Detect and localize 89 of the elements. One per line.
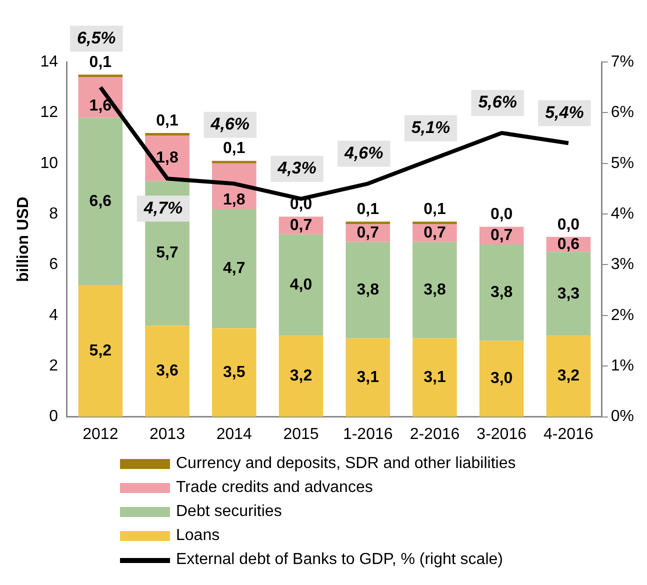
bar bbox=[479, 340, 524, 417]
data-label: 3,5 bbox=[223, 364, 246, 381]
y2-tick-label: 6% bbox=[610, 104, 634, 122]
bar bbox=[546, 252, 591, 336]
x-tick-label: 1-2016 bbox=[342, 426, 393, 443]
data-label: 1,8 bbox=[223, 191, 246, 208]
y-tick-label: 10 bbox=[40, 154, 58, 172]
x-tick-label: 2015 bbox=[283, 426, 319, 443]
bar bbox=[346, 338, 390, 417]
legend-label: Currency and deposits, SDR and other liabilities bbox=[176, 455, 516, 473]
x-tick-label: 2-2016 bbox=[410, 426, 460, 443]
data-label: 3,2 bbox=[557, 368, 580, 385]
data-label: 4,6% bbox=[210, 114, 250, 134]
y2-tick-label: 2% bbox=[610, 306, 634, 324]
data-label: 5,7 bbox=[156, 244, 179, 262]
bar bbox=[145, 132, 190, 136]
data-label: 3,1 bbox=[356, 368, 380, 386]
legend-label: External debt of Banks to GDP, % (right scale) bbox=[176, 551, 503, 569]
data-label: 0,7 bbox=[490, 227, 513, 244]
bar bbox=[346, 222, 390, 224]
data-label: 3,2 bbox=[290, 368, 312, 385]
legend-label: Loans bbox=[176, 527, 220, 545]
y2-tick-label: 4% bbox=[610, 205, 634, 222]
data-label: 5,1% bbox=[411, 118, 450, 137]
bar bbox=[412, 242, 457, 338]
bar bbox=[278, 336, 324, 417]
bar bbox=[278, 234, 324, 336]
data-label: 3,1 bbox=[424, 368, 446, 386]
data-label: 4,3% bbox=[276, 158, 316, 178]
x-tick-label: 2014 bbox=[216, 426, 252, 443]
data-label: 3,0 bbox=[490, 370, 513, 388]
data-label: 0,0 bbox=[490, 206, 513, 224]
data-label: 4,0 bbox=[290, 276, 312, 294]
x-tick-label: 2013 bbox=[149, 426, 186, 443]
data-label: 0,1 bbox=[89, 54, 112, 72]
legend-label: Trade credits and advances bbox=[176, 479, 373, 497]
x-tick-label: 2012 bbox=[82, 426, 118, 443]
bar bbox=[546, 336, 591, 417]
y-tick-label: 0 bbox=[49, 408, 58, 426]
bar bbox=[78, 74, 123, 78]
y2-tick-label: 7% bbox=[610, 53, 634, 70]
data-label: 3,8 bbox=[356, 281, 380, 298]
x-tick-label: 4-2016 bbox=[544, 426, 594, 443]
data-label: 1,8 bbox=[156, 150, 179, 167]
y-tick-label: 2 bbox=[49, 358, 58, 375]
data-label: 5,6% bbox=[478, 92, 517, 112]
data-label: 0,7 bbox=[356, 224, 380, 242]
y-tick-label: 6 bbox=[49, 256, 58, 274]
bar bbox=[412, 222, 457, 224]
data-label: 0,7 bbox=[290, 216, 312, 234]
y-axis-title: billion USD bbox=[15, 196, 32, 282]
data-label: 0,7 bbox=[424, 224, 446, 242]
bar bbox=[212, 328, 256, 417]
x-tick-label: 3-2016 bbox=[476, 426, 527, 443]
data-label: 0,1 bbox=[356, 201, 380, 218]
bar bbox=[479, 244, 524, 341]
bar bbox=[145, 326, 190, 417]
data-label: 4,7% bbox=[142, 198, 183, 218]
data-label: 3,8 bbox=[490, 284, 513, 302]
data-label: 6,6 bbox=[89, 192, 112, 210]
y-tick-label: 8 bbox=[49, 205, 58, 222]
legend-label: Debt securities bbox=[176, 503, 282, 521]
data-label: 0,1 bbox=[424, 201, 446, 218]
y-tick-label: 4 bbox=[49, 306, 58, 324]
data-label: 4,6% bbox=[343, 143, 384, 162]
data-label: 4,7 bbox=[223, 260, 246, 277]
bar bbox=[78, 118, 123, 286]
data-label: 3,6 bbox=[156, 362, 179, 380]
data-label: 3,8 bbox=[424, 281, 446, 298]
y2-tick-label: 0% bbox=[610, 408, 634, 426]
data-label: 5,2 bbox=[89, 342, 112, 360]
y2-tick-label: 3% bbox=[610, 256, 634, 274]
bar bbox=[78, 285, 123, 417]
data-label: 6,5% bbox=[77, 28, 116, 48]
y-tick-label: 14 bbox=[40, 53, 58, 70]
bar bbox=[346, 242, 390, 338]
bar bbox=[212, 208, 256, 328]
y2-tick-label: 5% bbox=[610, 154, 634, 172]
bar bbox=[412, 338, 457, 417]
data-label: 0,6 bbox=[557, 236, 580, 253]
y-tick-label: 12 bbox=[40, 104, 58, 122]
bar bbox=[212, 160, 256, 164]
data-label: 0,0 bbox=[557, 216, 580, 234]
y2-tick-label: 1% bbox=[610, 358, 634, 375]
data-label: 5,4% bbox=[545, 102, 584, 122]
data-label: 3,3 bbox=[557, 285, 580, 302]
data-label: 0,1 bbox=[156, 112, 179, 130]
data-label: 0,1 bbox=[223, 140, 246, 158]
data-label: 1,6 bbox=[89, 98, 112, 115]
